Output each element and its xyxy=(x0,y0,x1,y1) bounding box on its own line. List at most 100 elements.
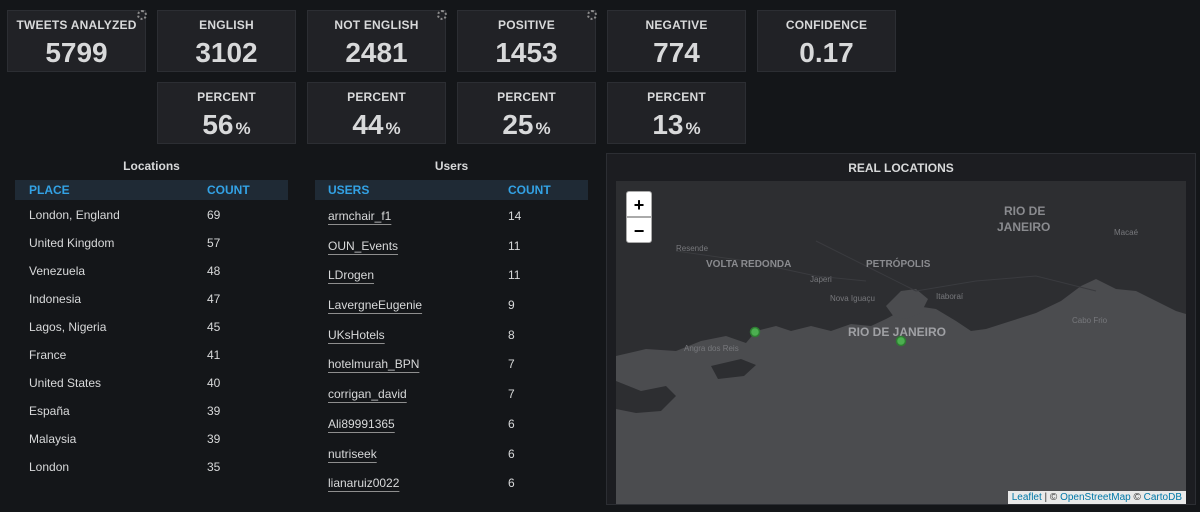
count-cell: 40 xyxy=(207,376,221,390)
column-header-place[interactable]: PLACE xyxy=(29,183,70,197)
loading-spinner-icon xyxy=(587,10,597,20)
user-link[interactable]: OUN_Events xyxy=(328,239,399,253)
count-cell: 11 xyxy=(508,239,521,253)
map-label-angra: Angra dos Reis xyxy=(684,344,739,353)
stat-negative: NEGATIVE 774 xyxy=(607,10,746,72)
count-cell: 41 xyxy=(207,348,221,362)
road-line xyxy=(675,250,867,282)
leaflet-link[interactable]: Leaflet xyxy=(1011,492,1042,503)
location-marker[interactable] xyxy=(895,335,907,347)
stat-number: 25 xyxy=(502,109,534,140)
stat-number: 0.17 xyxy=(799,37,854,68)
table-row: Malaysia 39 xyxy=(15,426,288,454)
percent-positive: PERCENT 25% xyxy=(457,82,596,144)
table-row: Ali89991365 6 xyxy=(315,411,588,439)
map-label-rio-state: JANEIRO xyxy=(997,220,1050,234)
map-label-cabo-frio: Cabo Frio xyxy=(1072,316,1108,325)
place-cell: Venezuela xyxy=(29,264,86,278)
user-link[interactable]: Ali89991365 xyxy=(328,417,395,431)
place-cell: London, England xyxy=(29,208,120,222)
table-row: LavergneEugenie 9 xyxy=(315,292,588,320)
coast-land xyxy=(616,381,676,413)
count-cell: 39 xyxy=(207,404,221,418)
location-marker[interactable] xyxy=(749,326,761,338)
stat-value: 56% xyxy=(158,109,295,141)
attribution-separator: © xyxy=(1130,492,1144,503)
count-cell: 6 xyxy=(508,447,515,461)
count-cell: 69 xyxy=(207,208,221,222)
user-link[interactable]: corrigan_david xyxy=(328,387,407,401)
user-link[interactable]: LDrogen xyxy=(328,268,375,282)
place-cell: United States xyxy=(29,376,102,390)
openstreetmap-link[interactable]: OpenStreetMap xyxy=(1060,492,1131,503)
stat-number: 13 xyxy=(652,109,684,140)
count-cell: 14 xyxy=(508,209,522,223)
real-locations-panel: REAL LOCATIONS RIO DE JANEIRO VOLTA REDO… xyxy=(606,153,1196,505)
stat-number: 2481 xyxy=(345,37,408,68)
road-line xyxy=(815,240,917,292)
percent-english: PERCENT 56% xyxy=(157,82,296,144)
loading-spinner-icon xyxy=(137,10,147,20)
count-cell: 45 xyxy=(207,320,221,334)
stat-value: 13% xyxy=(608,109,745,141)
user-link[interactable]: hotelmurah_BPN xyxy=(328,357,420,371)
table-row: LDrogen 11 xyxy=(315,262,588,290)
table-row: España 39 xyxy=(15,398,288,426)
table-row: Lagos, Nigeria 45 xyxy=(15,314,288,342)
zoom-out-button[interactable]: − xyxy=(626,217,652,243)
user-link[interactable]: LavergneEugenie xyxy=(328,298,423,312)
stat-title: PERCENT xyxy=(647,90,706,104)
zoom-in-button[interactable]: + xyxy=(626,191,652,217)
users-title: Users xyxy=(434,159,469,173)
place-cell: Lagos, Nigeria xyxy=(29,320,107,334)
map-label-rio-state: RIO DE xyxy=(1004,204,1045,218)
map-label-resende: Resende xyxy=(676,244,709,253)
stat-title: PERCENT xyxy=(497,90,556,104)
table-row: nutriseek 6 xyxy=(315,441,588,469)
stat-confidence: CONFIDENCE 0.17 xyxy=(757,10,896,72)
count-cell: 11 xyxy=(508,268,521,282)
cartodb-link[interactable]: CartoDB xyxy=(1143,492,1182,503)
stat-title: PERCENT xyxy=(347,90,406,104)
stat-value: 44% xyxy=(308,109,445,141)
map-label-japeri: Japeri xyxy=(810,275,832,284)
place-cell: España xyxy=(29,404,70,418)
table-row: UKsHotels 8 xyxy=(315,322,588,350)
user-link[interactable]: armchair_f1 xyxy=(328,209,392,223)
stat-value: 3102 xyxy=(158,37,295,69)
count-cell: 6 xyxy=(508,476,515,490)
stat-tweets-analyzed: TWEETS ANALYZED 5799 xyxy=(7,10,147,72)
column-header-count[interactable]: COUNT xyxy=(508,183,551,197)
stat-title: ENGLISH xyxy=(199,18,254,32)
place-cell: France xyxy=(29,348,67,362)
stat-number: 3102 xyxy=(195,37,258,68)
stat-title: CONFIDENCE xyxy=(785,18,868,32)
stat-number: 56 xyxy=(202,109,234,140)
stat-title: NOT ENGLISH xyxy=(334,18,419,32)
stat-title: PERCENT xyxy=(197,90,256,104)
map-canvas[interactable]: RIO DE JANEIRO VOLTA REDONDA PETRÓPOLIS … xyxy=(616,181,1186,504)
count-cell: 6 xyxy=(508,417,515,431)
map-label-itaborai: Itaboraí xyxy=(936,292,964,301)
stat-title: TWEETS ANALYZED xyxy=(16,18,137,32)
percent-negative: PERCENT 13% xyxy=(607,82,746,144)
stat-number: 1453 xyxy=(495,37,558,68)
locations-title: Locations xyxy=(123,159,180,173)
table-row: London, England 69 xyxy=(15,202,288,230)
table-row: United Kingdom 57 xyxy=(15,230,288,258)
user-link[interactable]: UKsHotels xyxy=(328,328,385,342)
column-header-users[interactable]: USERS xyxy=(328,183,370,197)
count-cell: 9 xyxy=(508,298,515,312)
stat-value: 5799 xyxy=(8,37,145,69)
map-tiles: RIO DE JANEIRO VOLTA REDONDA PETRÓPOLIS … xyxy=(616,181,1186,504)
percent-not-english: PERCENT 44% xyxy=(307,82,446,144)
place-cell: London xyxy=(29,460,70,474)
column-header-count[interactable]: COUNT xyxy=(207,183,250,197)
table-row: hotelmurah_BPN 7 xyxy=(315,351,588,379)
count-cell: 47 xyxy=(207,292,221,306)
locations-table-header: PLACE COUNT xyxy=(15,180,288,200)
user-link[interactable]: lianaruiz0022 xyxy=(328,476,400,490)
loading-spinner-icon xyxy=(437,10,447,20)
table-row: corrigan_david 7 xyxy=(315,381,588,409)
user-link[interactable]: nutriseek xyxy=(328,447,377,461)
